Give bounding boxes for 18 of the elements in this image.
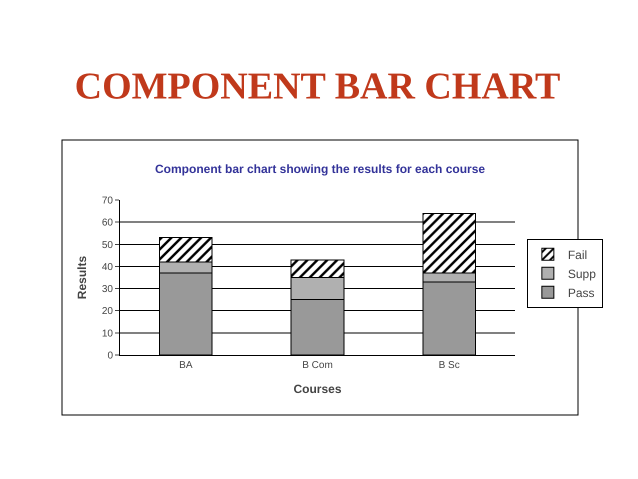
x-tick-label: B Sc bbox=[438, 360, 460, 371]
chart-subtitle: Component bar chart showing the results for each course bbox=[155, 162, 486, 176]
chart-title: COMPONENT BAR CHART bbox=[74, 65, 560, 108]
y-tick-label: 70 bbox=[102, 196, 114, 206]
y-tick-label: 20 bbox=[102, 306, 114, 318]
y-tick-label: 0 bbox=[107, 350, 114, 362]
y-tick-label: 10 bbox=[102, 328, 114, 340]
y-tick-label: 40 bbox=[102, 262, 114, 273]
y-axis-title: Results bbox=[75, 256, 90, 300]
x-axis-title: Courses bbox=[293, 382, 342, 396]
x-tick-label: B Com bbox=[302, 360, 333, 371]
legend-label: Supp bbox=[568, 266, 596, 281]
legend-label: Pass bbox=[568, 286, 595, 300]
text: Fail bbox=[568, 248, 588, 262]
x-tick-label: BA bbox=[179, 360, 193, 371]
y-tick-label: 30 bbox=[102, 284, 114, 296]
y-tick-label: 50 bbox=[102, 240, 114, 251]
y-tick-label: 60 bbox=[102, 218, 114, 229]
